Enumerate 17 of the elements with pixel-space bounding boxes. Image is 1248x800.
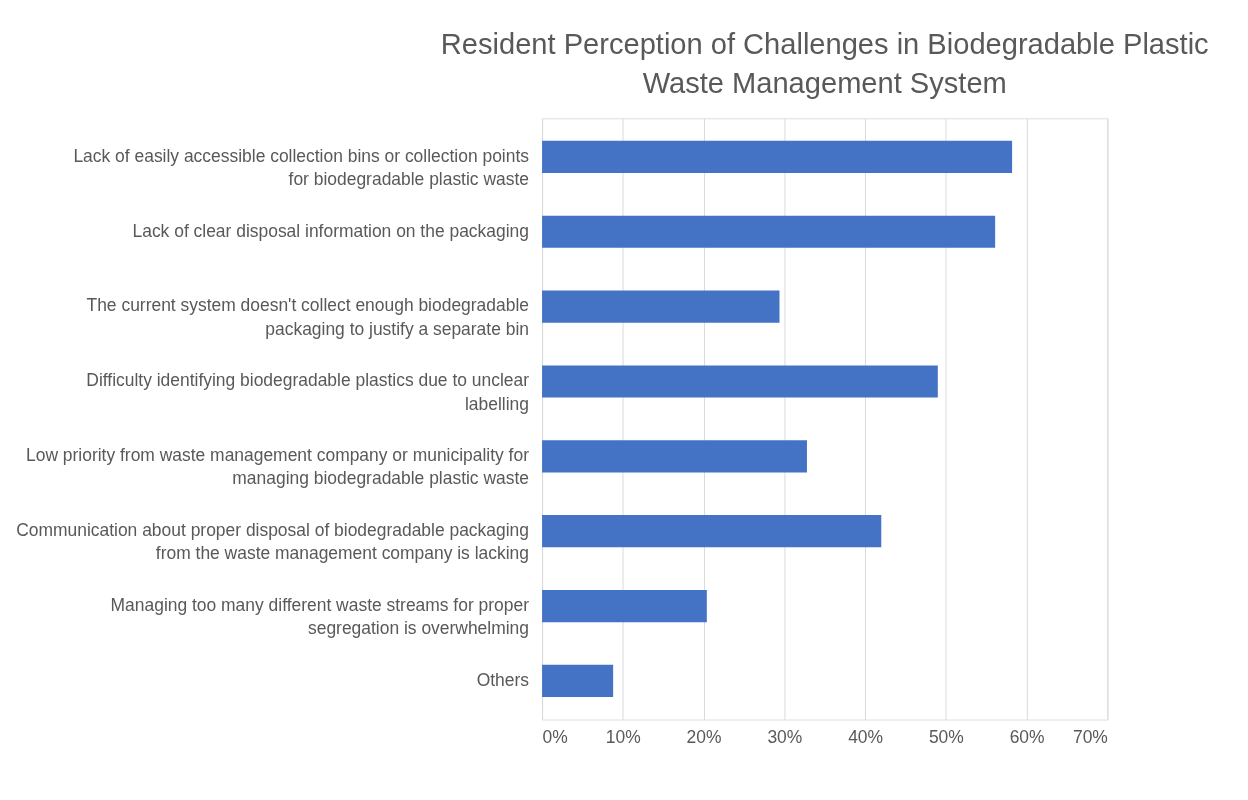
x-tick-label: 40%: [848, 727, 884, 748]
y-tick-label: Lack of easily accessible collection bins or collection points for biodegradable plastic waste: [73, 145, 530, 189]
y-tick-label: Others: [476, 669, 530, 690]
y-tick-label: Lack of clear disposal information on the packaging: [132, 220, 529, 241]
y-tick-label: Managing too many different waste streams for proper segregation is overwhelming: [110, 594, 530, 639]
x-tick-label: 10%: [605, 727, 641, 748]
x-tick-label: 70%: [1072, 727, 1108, 748]
y-tick-label: Communication about proper disposal of biodegradable packaging from the waste management company is lacking: [16, 520, 529, 564]
x-tick-label: 60%: [1009, 727, 1045, 748]
x-tick-label: 30%: [767, 727, 803, 748]
x-tick-label: 0%: [542, 727, 568, 748]
y-tick-label: Low priority from waste management company or municipality for managing biodegradable plastic waste: [25, 445, 530, 489]
y-tick-label: The current system doesn't collect enough biodegradable packaging to justify a separate bin: [86, 295, 529, 339]
x-tick-label: 20%: [686, 727, 722, 748]
y-tick-label: Difficulty identifying biodegradable plastics due to unclear labelling: [86, 370, 530, 414]
x-tick-label: 50%: [928, 727, 964, 748]
chart-title: Resident Perception of Challenges in Biodegradable Plastic Waste Management System: [440, 28, 1209, 100]
